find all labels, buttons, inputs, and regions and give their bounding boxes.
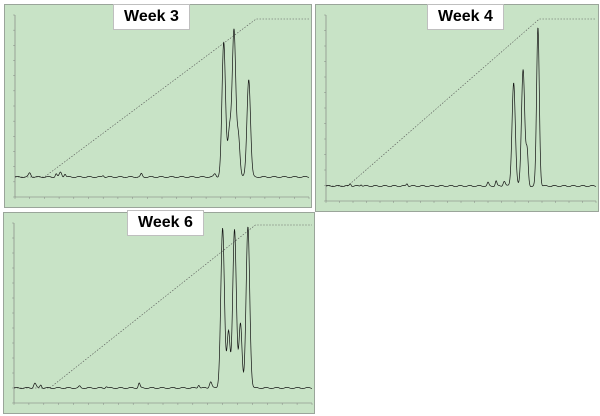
chromatogram-week3-plot [13,14,310,199]
week4-title: Week 4 [427,4,504,30]
week3-title: Week 3 [113,4,190,30]
gradient-trace [326,18,596,187]
chromatogram-week3-panel [4,4,312,208]
chromatogram-week6-panel [3,212,315,414]
gradient-trace [15,18,309,178]
signal-trace [14,28,310,178]
week6-title: Week 6 [127,210,204,236]
chromatogram-week4-panel [315,4,599,212]
chromatogram-week4-plot [324,14,597,203]
signal-trace [13,226,313,390]
chromatogram-week6-plot [12,222,313,405]
gradient-trace [14,224,312,389]
signal-trace [325,27,597,188]
